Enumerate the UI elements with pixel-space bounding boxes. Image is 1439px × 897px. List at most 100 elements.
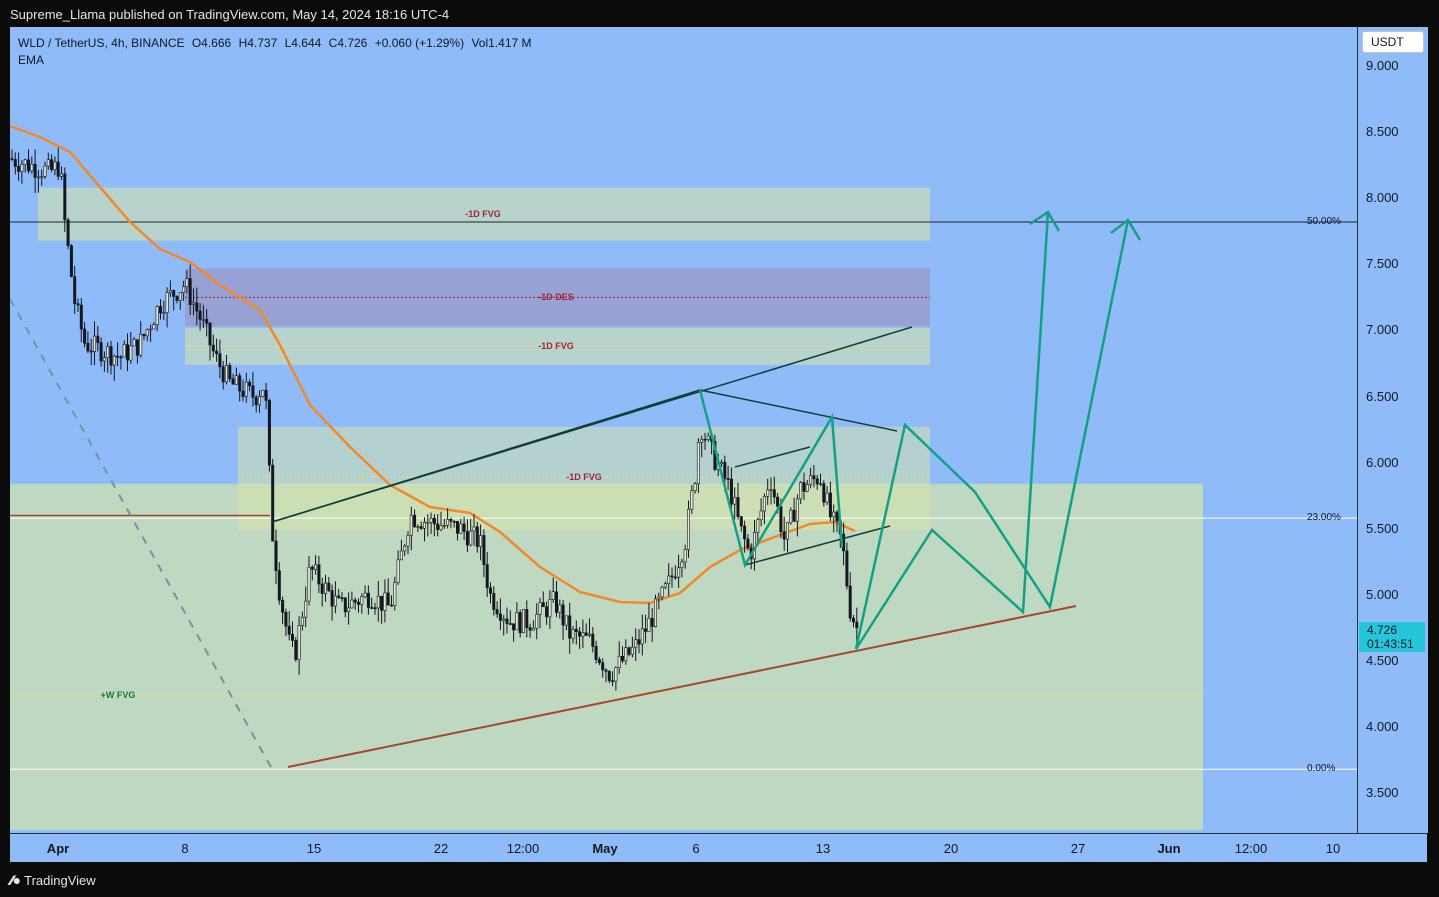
candle-body [99,342,103,362]
candle-body [792,509,796,522]
candle-body [789,509,793,524]
brand-name: TradingView [24,872,96,888]
candle-body [446,519,450,526]
candle-body [719,461,723,465]
candle-body [647,617,651,632]
candle-body [20,164,24,172]
candle-body [30,164,34,172]
candle-body [89,350,93,353]
candle-body [848,585,852,619]
candle-body [851,617,855,623]
legend-indicator[interactable]: EMA [18,53,45,67]
candle-body [370,607,374,609]
candle-body [779,506,783,532]
candle-body [314,564,318,570]
candle-body [254,397,258,406]
zone-label-1: -1D DES [538,292,574,303]
price-tick: 4.500 [1366,652,1399,668]
candle-body [502,618,506,621]
candle-body [759,510,763,520]
candle-body [112,355,116,366]
candle-body [465,531,469,546]
candle-body [432,517,436,525]
candle-body [102,357,106,362]
time-tick: 8 [181,841,189,856]
candle-body [373,607,377,610]
candle-body [403,545,407,552]
last-price-tag: 4.726 01:43:51 [1359,622,1425,652]
legend-symbol[interactable]: WLD / TetherUS, 4h, BINANCE [18,36,185,50]
candle-body [73,276,77,304]
candle-body [96,335,100,343]
candle-body [459,523,463,534]
candle-body [409,514,413,536]
candle-body [832,511,836,518]
candle-body [581,632,585,637]
candle-body [578,631,582,637]
plot-area[interactable]: WLD / TetherUS, 4h, BINANCE O4.666 H4.73… [10,27,1357,833]
candle-body [795,498,799,522]
candle-body [221,366,225,383]
candle-body [571,628,575,639]
candle-body [159,306,163,314]
candle-body [686,508,690,550]
candle-body [106,346,110,359]
candle-body [634,639,638,648]
tradingview-brand[interactable]: ⁄⁄● TradingView [10,872,96,888]
candle-body [139,334,143,356]
candle-body [53,161,57,170]
candle-body [244,381,248,397]
candle-body [251,385,255,398]
candle-body [366,592,370,608]
candle-body [644,628,648,632]
candle-body [561,604,565,626]
ema-line [10,124,856,605]
candle-body [337,595,341,598]
candle-body [551,591,555,600]
candle-body [653,598,657,627]
candle-body [218,353,222,368]
publisher-header: Supreme_Llama published on TradingView.c… [10,7,450,22]
time-tick: Jun [1157,841,1181,856]
currency-unit-button[interactable]: USDT [1362,31,1424,53]
candle-body [241,390,245,397]
candle-body [756,519,760,533]
candle-body [809,475,813,485]
candle-body [330,590,334,607]
candle-body [396,559,400,584]
candle-body [845,550,849,587]
time-tick: 12:00 [1234,841,1268,856]
candle-body [594,646,598,660]
candle-body [320,583,324,594]
candle-body [264,389,268,401]
candle-body [297,625,301,660]
candle-body [69,245,73,277]
time-axis[interactable]: Apr 8 15 22 12:00 May 6 13 20 27 Jun 12:00 10 [10,833,1427,862]
price-axis[interactable]: 9.000 8.500 8.000 7.500 7.000 6.500 6.000 5.500… [1357,27,1428,833]
price-tick: 7.500 [1366,256,1399,272]
candle-body [258,396,262,406]
candle-body [185,278,189,287]
candle-body [739,516,743,527]
zigzag-pattern [698,389,844,569]
candle-body [723,461,727,479]
candle-body [23,159,27,165]
candle-body [333,595,337,607]
candle-body [10,158,14,160]
time-tick: May [592,841,618,856]
candle-body [307,566,311,602]
price-tick: 7.000 [1366,322,1399,338]
candle-body [762,496,766,512]
candle-body [389,604,393,607]
candle-body [13,159,17,167]
zone-label-0: -1D FVG [465,209,501,220]
candle-body [43,165,47,177]
candle-body [393,582,397,606]
candle-body [168,290,172,293]
candle-body [56,161,60,177]
candle-body [828,492,832,518]
candle-body [93,335,97,352]
projection-path-a [854,211,1050,650]
candle-body [215,350,219,354]
zone-label-4: +W FVG [100,690,136,701]
